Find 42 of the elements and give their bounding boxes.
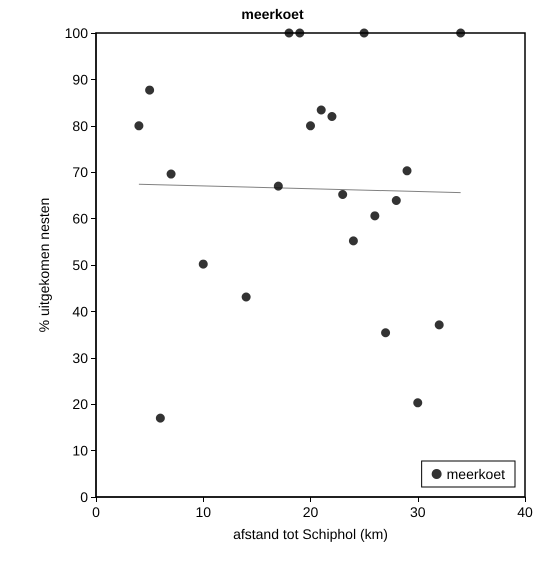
point xyxy=(413,398,422,408)
point xyxy=(456,28,466,38)
point xyxy=(134,121,144,130)
y-tick-label: 20 xyxy=(72,396,88,412)
x-axis-title: afstand tot Schiphol (km) xyxy=(233,526,388,542)
point xyxy=(295,28,304,38)
point xyxy=(434,320,444,330)
y-axis-title: % uitgekomen nesten xyxy=(36,198,52,332)
x-tick-label: 40 xyxy=(517,504,533,520)
point xyxy=(274,182,283,191)
point xyxy=(145,86,154,95)
point xyxy=(316,106,326,115)
point xyxy=(166,170,176,179)
point xyxy=(338,190,348,199)
point xyxy=(348,236,358,246)
chart-title: meerkoet xyxy=(241,6,304,22)
point xyxy=(327,112,336,122)
point xyxy=(402,166,412,176)
point xyxy=(381,328,390,338)
y-tick-label: 40 xyxy=(72,303,88,320)
point xyxy=(242,292,251,302)
y-tick-label: 50 xyxy=(72,257,88,273)
point xyxy=(284,28,294,38)
point xyxy=(370,211,380,220)
x-tick-label: 10 xyxy=(195,504,212,520)
y-tick-label: 70 xyxy=(72,164,88,180)
y-tick-label: 60 xyxy=(72,210,88,227)
point xyxy=(306,121,315,130)
point xyxy=(392,196,401,205)
x-tick-label: 30 xyxy=(410,504,426,520)
legend-label: meerkoet xyxy=(446,466,506,482)
y-tick-label: 100 xyxy=(64,25,88,41)
y-tick-label: 90 xyxy=(72,71,88,88)
y-tick-label: 10 xyxy=(72,442,88,459)
point xyxy=(360,28,369,38)
y-tick-label: 30 xyxy=(72,350,88,366)
x-tick-label: 0 xyxy=(92,504,100,520)
y-tick-label: 0 xyxy=(80,489,88,505)
point xyxy=(198,260,208,269)
x-tick-label: 20 xyxy=(302,504,318,520)
point xyxy=(156,414,165,423)
y-tick-label: 80 xyxy=(72,118,88,134)
